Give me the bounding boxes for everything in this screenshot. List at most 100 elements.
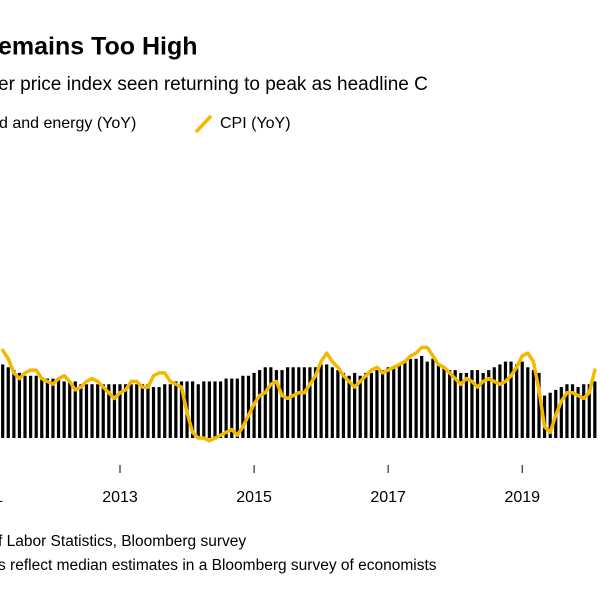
x-tick-label: 2011 (0, 489, 3, 506)
bar (163, 384, 167, 439)
bar (123, 384, 128, 439)
bar (576, 387, 580, 439)
line (0, 345, 597, 443)
bar (174, 381, 178, 439)
bar (90, 384, 94, 439)
chart-subtitle: er price index seen returning to peak as… (0, 74, 428, 95)
bar (218, 381, 223, 439)
bar (112, 384, 117, 439)
bar (587, 384, 591, 439)
x-tick-label: 2019 (504, 489, 540, 506)
bar (274, 370, 279, 439)
x-tick-label: 2015 (236, 489, 272, 506)
bar (347, 375, 351, 439)
bar (509, 361, 513, 439)
source-note: s reflect median estimates in a Bloomber… (0, 557, 437, 574)
bar (492, 367, 496, 439)
bar (515, 364, 519, 439)
bar (475, 370, 480, 439)
bar (56, 378, 61, 439)
bar (369, 372, 373, 439)
bar (45, 378, 49, 439)
bar (285, 367, 290, 439)
bar (403, 361, 407, 439)
bar (319, 364, 323, 439)
bar (353, 372, 357, 439)
bar (392, 367, 396, 439)
bar (386, 367, 390, 439)
bar (459, 372, 463, 439)
bar (107, 384, 111, 439)
bar (414, 358, 418, 439)
bar (135, 384, 139, 439)
bar (481, 372, 485, 439)
bar (308, 367, 312, 439)
bar (593, 381, 597, 439)
bar (29, 375, 33, 439)
bar (330, 367, 334, 439)
bar (425, 361, 429, 439)
x-tick-label: 2013 (102, 489, 138, 506)
bar (565, 384, 569, 439)
bar (442, 367, 446, 439)
bar (526, 367, 530, 439)
bar (498, 364, 502, 439)
chart-title: emains Too High (0, 33, 198, 61)
bar (297, 367, 301, 439)
bar (358, 375, 362, 439)
bar (196, 384, 200, 439)
bar (520, 361, 524, 439)
bar (73, 381, 77, 439)
bar (559, 387, 563, 439)
bar (448, 370, 452, 439)
bar (168, 384, 172, 439)
bar (302, 367, 306, 439)
bar (269, 367, 273, 439)
bar (420, 355, 424, 439)
bar (68, 381, 72, 439)
bar (503, 361, 508, 439)
bar (263, 367, 267, 439)
bar (129, 384, 133, 439)
bar (1, 364, 5, 439)
bar (408, 358, 413, 439)
bar (570, 384, 575, 439)
bar (179, 381, 184, 439)
bar (280, 370, 284, 439)
bar (258, 370, 262, 439)
bar (436, 364, 441, 439)
bar (336, 370, 340, 439)
source-note: f Labor Statistics, Bloomberg survey (0, 533, 246, 550)
bar (84, 384, 89, 439)
bar (470, 370, 474, 439)
bar (241, 375, 245, 439)
bar (397, 364, 401, 439)
bar (291, 367, 295, 439)
bar (191, 381, 195, 439)
bar (582, 384, 586, 439)
bar (531, 370, 536, 439)
bar (235, 378, 239, 439)
bar (537, 372, 541, 439)
legend-label: d and energy (YoY) (0, 115, 136, 132)
bar (146, 384, 150, 439)
bar (17, 372, 22, 439)
bar (453, 370, 457, 439)
bar (325, 364, 329, 439)
bar (224, 378, 228, 439)
bar (51, 378, 55, 439)
bar (364, 372, 368, 439)
bar (6, 367, 10, 439)
bar (62, 381, 66, 439)
bar (375, 370, 379, 439)
bar (213, 381, 217, 439)
bar (431, 358, 435, 439)
bar (487, 370, 491, 439)
bar (23, 375, 27, 439)
bar (34, 375, 38, 439)
bar (79, 384, 83, 439)
bar (140, 384, 144, 439)
bar (464, 372, 468, 439)
